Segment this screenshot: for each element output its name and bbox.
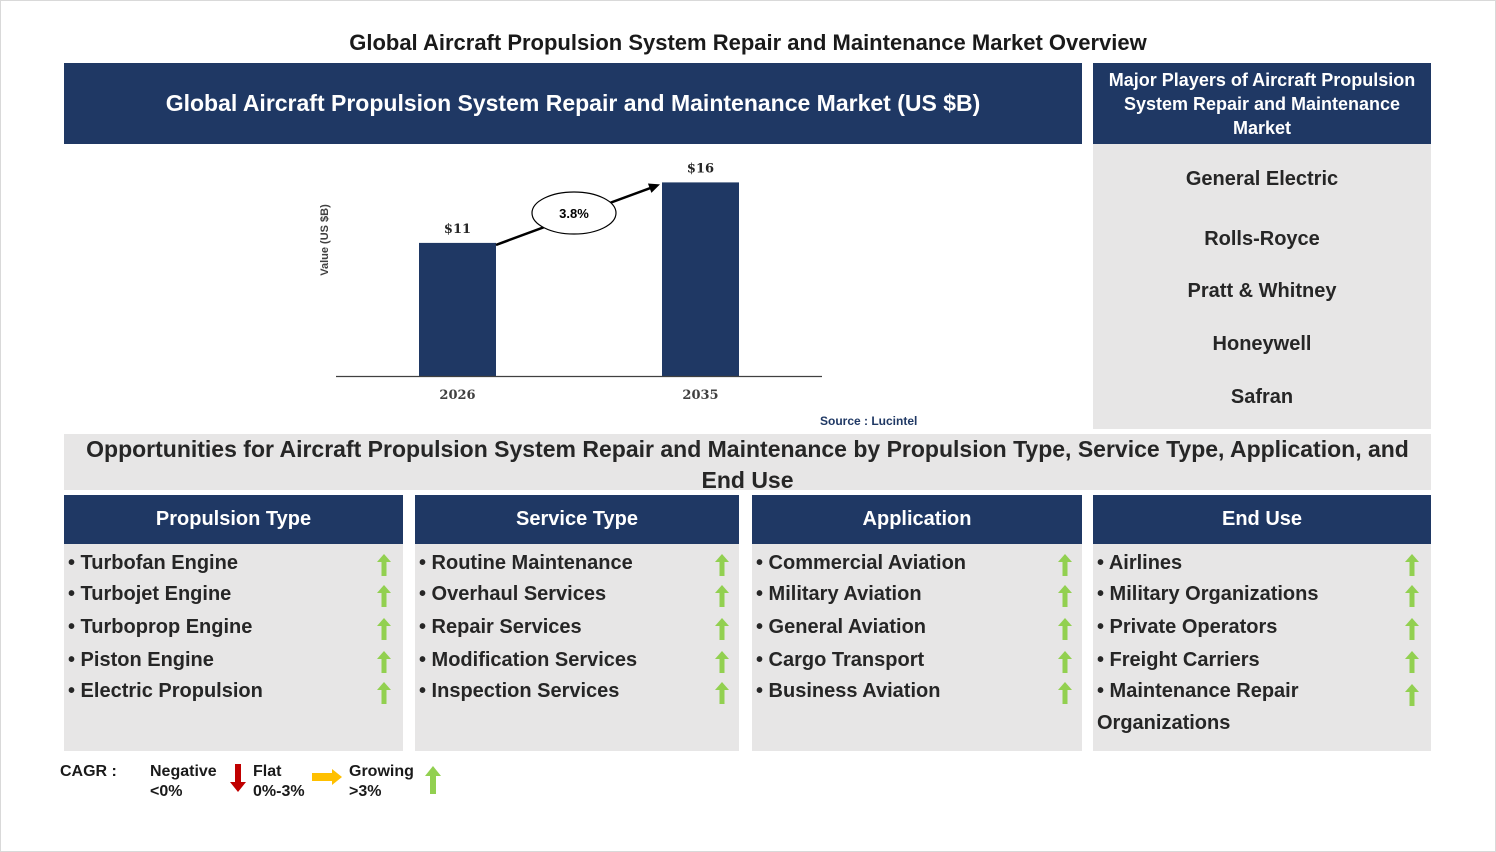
- list-item: • Turboprop Engine: [68, 616, 253, 638]
- growth-up-arrow-icon: [1058, 585, 1072, 607]
- legend-label: CAGR :: [60, 763, 117, 780]
- x-tick-label: 2026: [439, 388, 475, 403]
- list-item: • Freight Carriers: [1097, 649, 1260, 671]
- data-label: $11: [444, 222, 471, 237]
- column-propulsion-type: • Turbofan Engine • Turbojet Engine • Tu…: [64, 544, 403, 751]
- source-note: Source : Lucintel: [820, 414, 918, 428]
- growth-up-arrow-icon: [1058, 682, 1072, 704]
- column-end-use: • Airlines • Military Organizations • Pr…: [1093, 544, 1431, 751]
- list-item: • Business Aviation: [756, 680, 941, 702]
- list-item: • Modification Services: [419, 649, 638, 671]
- growth-up-arrow-icon: [715, 585, 729, 607]
- list-item: • Commercial Aviation: [756, 552, 967, 574]
- list-item: • Turbojet Engine: [68, 583, 232, 605]
- growth-up-arrow-icon: [377, 554, 391, 576]
- list-item: • Piston Engine: [68, 649, 214, 671]
- list-item: • Inspection Services: [419, 680, 620, 702]
- column-header-service-type: Service Type: [415, 495, 739, 544]
- growth-up-arrow-icon: [377, 585, 391, 607]
- list-item: • General Aviation: [756, 616, 927, 638]
- list-item: • Routine Maintenance: [419, 552, 633, 574]
- red-down-arrow-icon: [230, 764, 246, 792]
- cagr-arrow-head: [647, 183, 660, 193]
- growth-up-arrow-icon: [1058, 554, 1072, 576]
- players-header: Major Players of Aircraft Propulsion Sys…: [1093, 63, 1431, 144]
- column-header-application: Application: [752, 495, 1082, 544]
- column-service-type: • Routine Maintenance • Overhaul Service…: [415, 544, 739, 751]
- list-item: • Turbofan Engine: [68, 552, 238, 574]
- legend-negative: Negative <0%: [150, 763, 217, 800]
- growth-up-arrow-icon: [1405, 684, 1419, 706]
- green-up-arrow-icon: [425, 766, 441, 794]
- cagr-bubble: [531, 191, 617, 235]
- player-item: Safran: [1230, 386, 1294, 408]
- list-item: • Airlines: [1097, 552, 1183, 574]
- growth-up-arrow-icon: [377, 682, 391, 704]
- page-title: Global Aircraft Propulsion System Repair…: [349, 30, 1147, 55]
- players-panel: General Electric Rolls-Royce Pratt & Whi…: [1093, 144, 1431, 429]
- bar: [419, 242, 496, 376]
- growth-up-arrow-icon: [377, 651, 391, 673]
- legend-flat: Flat 0%-3%: [253, 763, 305, 800]
- list-item: • Maintenance Repair Organizations: [1097, 680, 1299, 734]
- list-item: • Private Operators: [1097, 616, 1278, 638]
- growth-up-arrow-icon: [1405, 554, 1419, 576]
- bar-chart: Value (US $B) $11 2026 $16 2035 3.8%: [319, 161, 822, 403]
- y-axis-label: Value (US $B): [319, 204, 331, 276]
- list-item: • Electric Propulsion: [68, 680, 263, 702]
- column-header-end-use: End Use: [1093, 495, 1431, 544]
- list-item: • Military Organizations: [1097, 583, 1319, 605]
- growth-up-arrow-icon: [377, 618, 391, 640]
- opportunities-title: Opportunities for Aircraft Propulsion Sy…: [64, 434, 1431, 493]
- bar: [662, 182, 739, 376]
- player-item: Pratt & Whitney: [1187, 280, 1337, 302]
- player-item: General Electric: [1185, 168, 1339, 190]
- list-item: • Overhaul Services: [419, 583, 607, 605]
- chart-header: Global Aircraft Propulsion System Repair…: [64, 63, 1082, 144]
- growth-up-arrow-icon: [1405, 618, 1419, 640]
- player-item: Rolls-Royce: [1204, 228, 1320, 250]
- growth-up-arrow-icon: [1058, 618, 1072, 640]
- list-item: • Repair Services: [419, 616, 582, 638]
- growth-up-arrow-icon: [1405, 585, 1419, 607]
- growth-up-arrow-icon: [715, 618, 729, 640]
- column-header-propulsion-type: Propulsion Type: [64, 495, 403, 544]
- list-item: • Military Aviation: [756, 583, 922, 605]
- x-tick-label: 2035: [682, 388, 718, 403]
- growth-up-arrow-icon: [715, 554, 729, 576]
- data-label: $16: [687, 161, 714, 176]
- player-item: Honeywell: [1212, 333, 1312, 355]
- growth-up-arrow-icon: [715, 651, 729, 673]
- orange-right-arrow-icon: [312, 769, 342, 785]
- growth-up-arrow-icon: [1058, 651, 1072, 673]
- list-item: • Cargo Transport: [756, 649, 925, 671]
- growth-up-arrow-icon: [715, 682, 729, 704]
- growth-up-arrow-icon: [1405, 651, 1419, 673]
- cagr-label: 3.8%: [559, 206, 589, 221]
- column-application: • Commercial Aviation • Military Aviatio…: [752, 544, 1082, 751]
- legend-growing: Growing >3%: [349, 763, 414, 800]
